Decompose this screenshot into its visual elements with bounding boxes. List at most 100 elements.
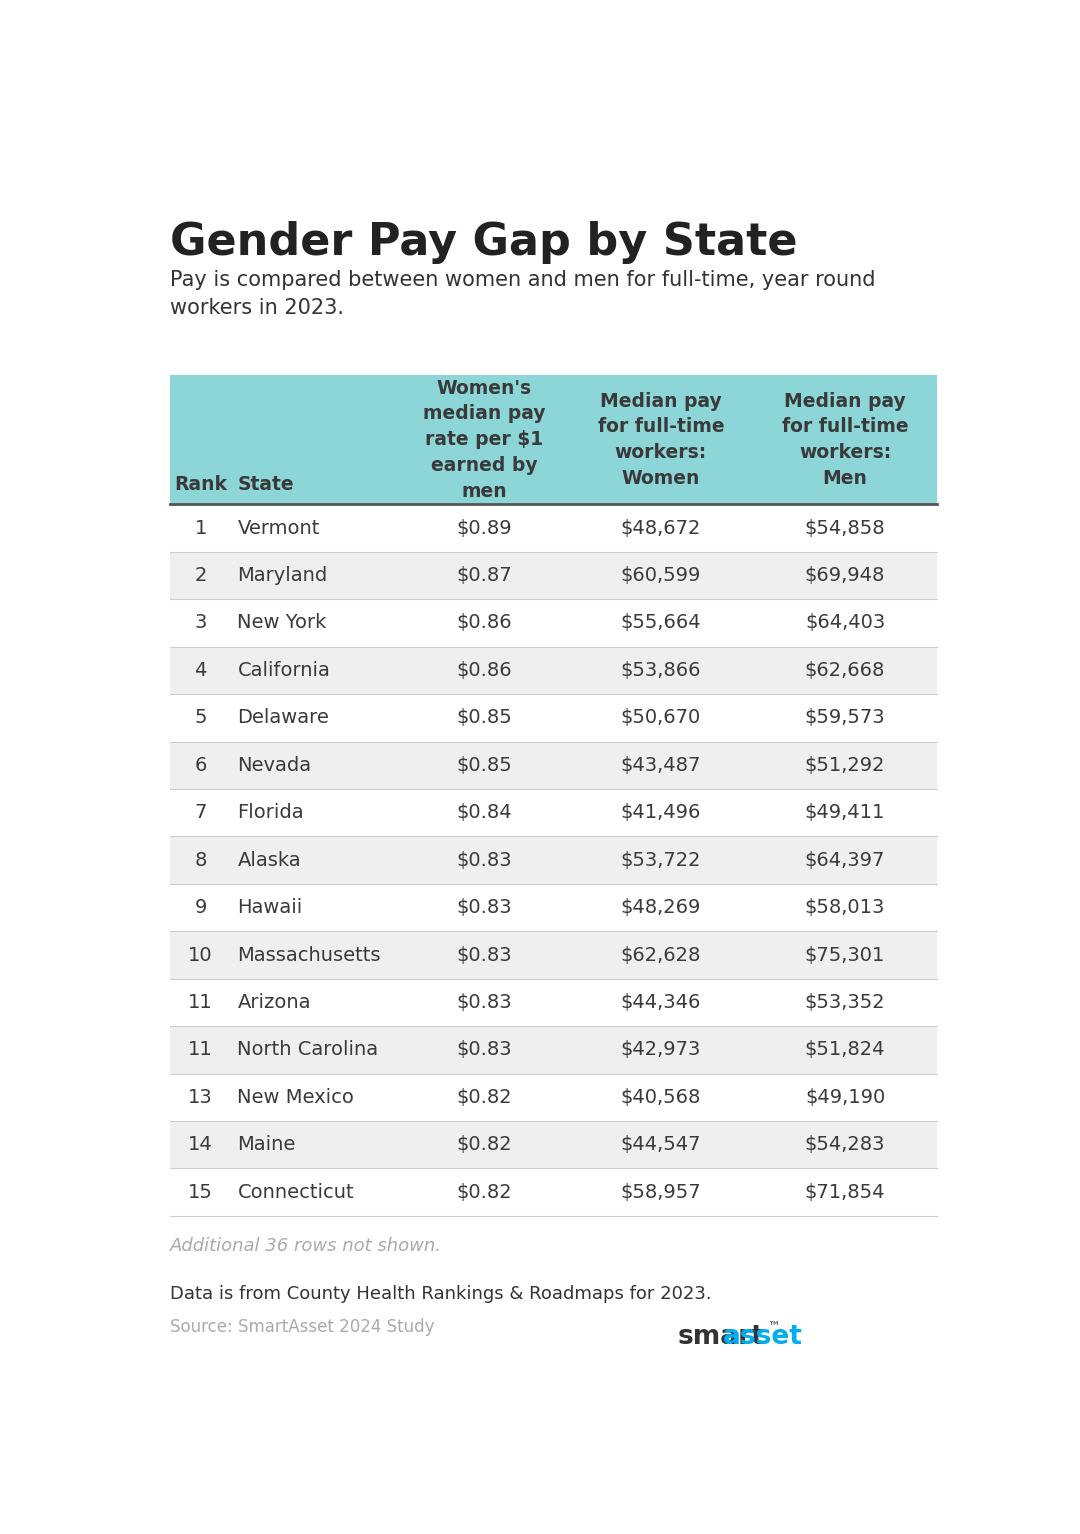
Text: $0.84: $0.84 [457,804,512,822]
Text: $51,824: $51,824 [805,1040,886,1060]
Text: 11: 11 [188,1040,213,1060]
Text: Florida: Florida [238,804,305,822]
Text: 11: 11 [188,992,213,1012]
Bar [170,741,937,788]
Text: $58,013: $58,013 [805,897,886,917]
Text: California: California [238,661,330,680]
Text: $0.82: $0.82 [457,1088,512,1108]
Text: $64,397: $64,397 [805,851,886,870]
Text: Massachusetts: Massachusetts [238,945,381,965]
Text: $48,672: $48,672 [621,518,701,537]
Text: Connecticut: Connecticut [238,1183,354,1201]
Bar [170,693,937,741]
Text: Pay is compared between women and men for full-time, year round
workers in 2023.: Pay is compared between women and men fo… [170,270,876,319]
Text: $0.85: $0.85 [457,756,512,775]
Bar [170,979,937,1026]
Text: $0.82: $0.82 [457,1135,512,1154]
Bar [170,1169,937,1216]
Text: 3: 3 [194,614,206,632]
Text: $0.83: $0.83 [457,851,512,870]
Text: 8: 8 [194,851,206,870]
Text: 2: 2 [194,566,206,584]
Text: $0.86: $0.86 [457,614,512,632]
Text: $53,352: $53,352 [805,992,886,1012]
Text: Women's
median pay
rate per $1
earned by
men: Women's median pay rate per $1 earned by… [423,379,545,500]
Text: 15: 15 [188,1183,213,1201]
Bar [170,931,937,979]
Text: Source: SmartAsset 2024 Study: Source: SmartAsset 2024 Study [170,1318,434,1336]
Text: Maryland: Maryland [238,566,327,584]
Text: $55,664: $55,664 [621,614,701,632]
Text: $53,722: $53,722 [621,851,701,870]
Text: smart: smart [677,1324,765,1350]
Text: 7: 7 [194,804,206,822]
Bar [170,374,937,505]
Text: 6: 6 [194,756,206,775]
Text: $0.87: $0.87 [457,566,512,584]
Text: $42,973: $42,973 [621,1040,701,1060]
Text: $0.82: $0.82 [457,1183,512,1201]
Text: $51,292: $51,292 [805,756,886,775]
Bar [170,1074,937,1121]
Text: $49,190: $49,190 [805,1088,886,1108]
Text: Delaware: Delaware [238,709,329,727]
Text: $0.85: $0.85 [457,709,512,727]
Text: $64,403: $64,403 [805,614,886,632]
Bar [170,884,937,931]
Text: $62,668: $62,668 [805,661,886,680]
Text: Gender Pay Gap by State: Gender Pay Gap by State [170,221,797,264]
Text: 10: 10 [188,945,213,965]
Text: $0.83: $0.83 [457,1040,512,1060]
Bar [170,1121,937,1169]
Text: Data is from County Health Rankings & Roadmaps for 2023.: Data is from County Health Rankings & Ro… [170,1285,712,1304]
Bar [170,836,937,884]
Text: $0.83: $0.83 [457,897,512,917]
Bar [170,600,937,647]
Text: $69,948: $69,948 [805,566,886,584]
Bar [170,552,937,600]
Text: New York: New York [238,614,327,632]
Text: State: State [238,474,294,494]
Text: $49,411: $49,411 [805,804,886,822]
Text: asset: asset [723,1324,802,1350]
Text: Median pay
for full-time
workers:
Men: Median pay for full-time workers: Men [782,391,908,488]
Text: 5: 5 [194,709,206,727]
Text: Additional 36 rows not shown.: Additional 36 rows not shown. [170,1238,442,1255]
Text: $58,957: $58,957 [621,1183,701,1201]
Text: Nevada: Nevada [238,756,311,775]
Text: 4: 4 [194,661,206,680]
Bar [170,1026,937,1074]
Text: 14: 14 [188,1135,213,1154]
Text: $75,301: $75,301 [805,945,886,965]
Text: $59,573: $59,573 [805,709,886,727]
Text: $43,487: $43,487 [621,756,701,775]
Text: Median pay
for full-time
workers:
Women: Median pay for full-time workers: Women [597,391,725,488]
Text: $0.89: $0.89 [457,518,512,537]
Bar [170,788,937,836]
Text: Rank: Rank [174,474,227,494]
Bar [170,647,937,693]
Text: ™: ™ [768,1321,780,1333]
Text: $54,858: $54,858 [805,518,886,537]
Text: $50,670: $50,670 [621,709,701,727]
Bar [170,505,937,552]
Text: $0.83: $0.83 [457,945,512,965]
Text: 13: 13 [188,1088,213,1108]
Text: 1: 1 [194,518,206,537]
Text: New Mexico: New Mexico [238,1088,354,1108]
Text: $53,866: $53,866 [621,661,701,680]
Text: $44,346: $44,346 [621,992,701,1012]
Text: North Carolina: North Carolina [238,1040,379,1060]
Text: Maine: Maine [238,1135,296,1154]
Text: $60,599: $60,599 [621,566,701,584]
Text: 9: 9 [194,897,206,917]
Text: $71,854: $71,854 [805,1183,886,1201]
Text: $44,547: $44,547 [621,1135,701,1154]
Text: Hawaii: Hawaii [238,897,302,917]
Text: $41,496: $41,496 [621,804,701,822]
Text: $0.86: $0.86 [457,661,512,680]
Text: $54,283: $54,283 [805,1135,886,1154]
Text: Arizona: Arizona [238,992,311,1012]
Text: Alaska: Alaska [238,851,301,870]
Text: $0.83: $0.83 [457,992,512,1012]
